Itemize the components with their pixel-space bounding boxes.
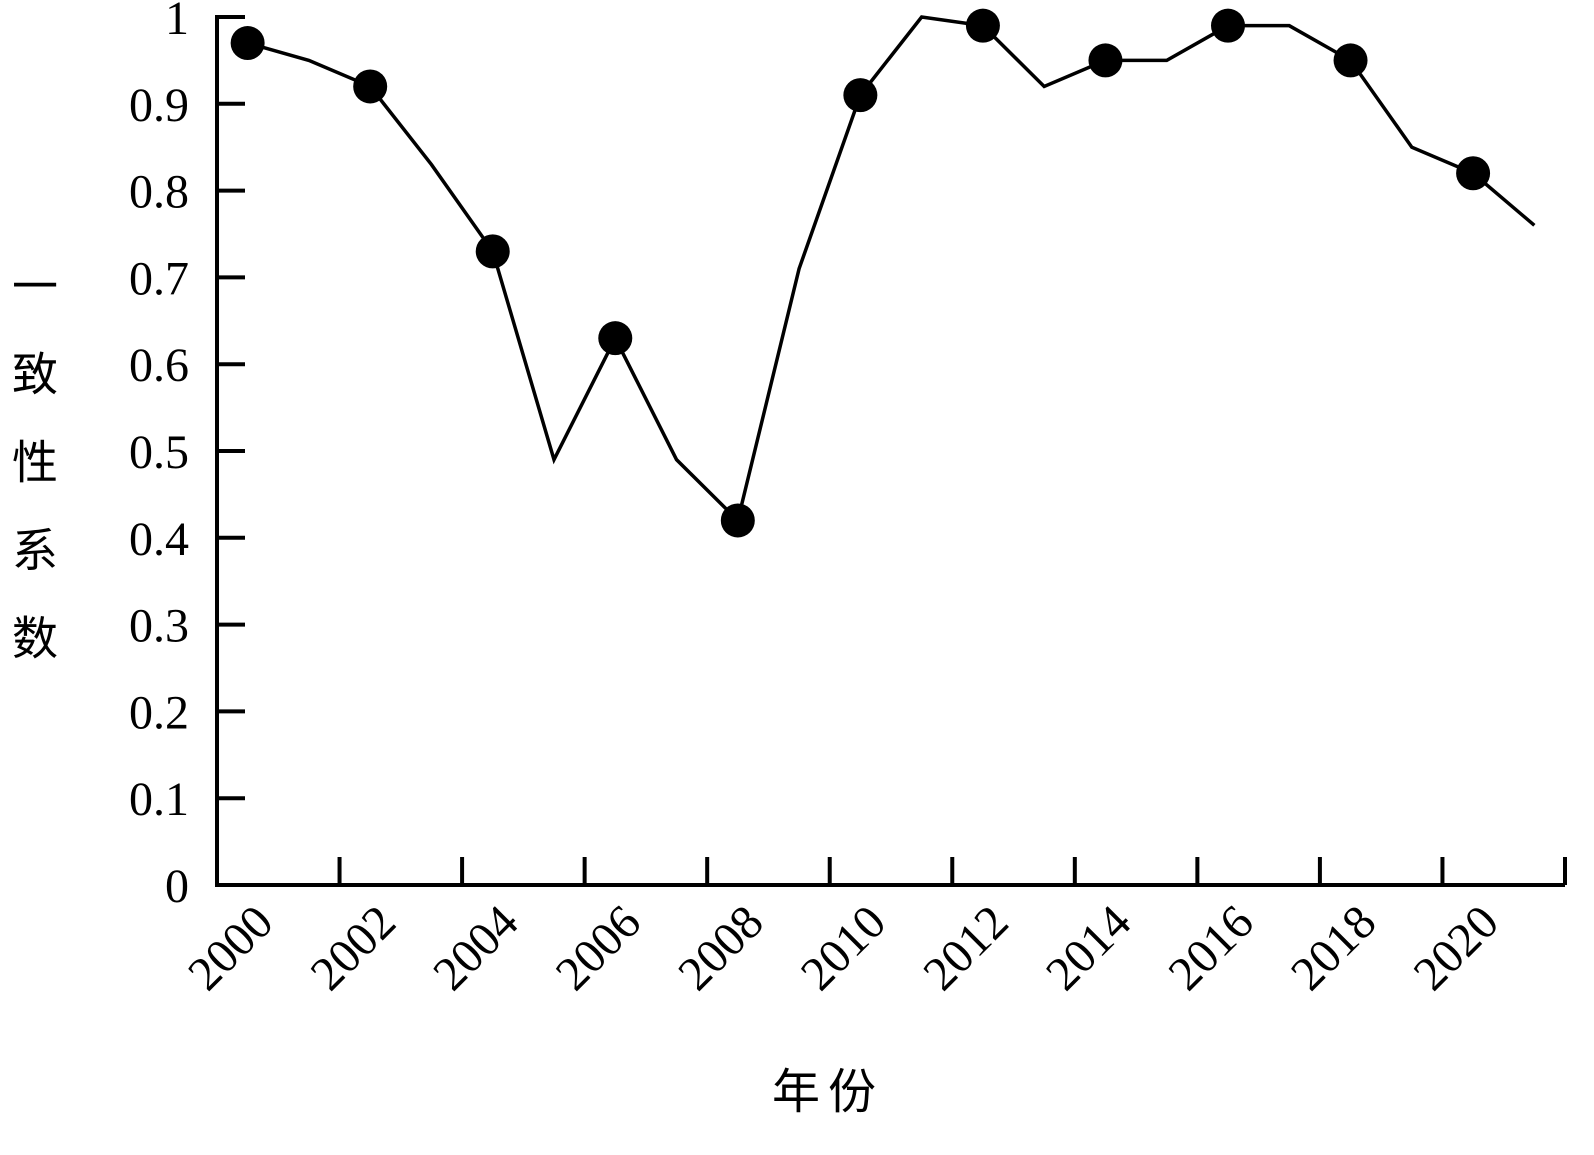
x-tick-label: 2008	[668, 895, 773, 1000]
y-tick-label: 0.9	[129, 79, 189, 132]
y-tick-label: 0.2	[129, 686, 189, 739]
marker	[1333, 43, 1368, 78]
y-tick-label: 0	[165, 860, 189, 913]
x-tick-label: 2018	[1281, 895, 1386, 1000]
marker	[843, 78, 878, 113]
y-axis-label: 一致性系数	[6, 262, 57, 702]
y-tick-label: 0.8	[129, 166, 189, 219]
marker	[1211, 8, 1245, 43]
line	[247, 15, 1536, 524]
x-tick-label: 2002	[301, 895, 406, 1000]
marker	[720, 503, 755, 538]
marker	[1456, 156, 1491, 191]
x-tick-label: 2014	[1036, 895, 1141, 1000]
y-tick-label: 0.5	[129, 426, 189, 479]
x-tick-label: 2020	[1404, 895, 1509, 1000]
x-tick-label: 2016	[1158, 895, 1263, 1000]
marker	[1088, 43, 1123, 78]
x-axis-label: 年份	[772, 1066, 884, 1119]
y-tick-label: 0.4	[129, 513, 189, 566]
marker	[965, 8, 1000, 43]
x-tick-label: 2012	[913, 895, 1018, 1000]
x-tick-label: 2006	[546, 895, 651, 1000]
y-tick-label: 0.6	[129, 339, 189, 392]
x-tick-label: 2004	[423, 895, 528, 1000]
marker	[353, 69, 388, 104]
y-tick-label: 0.7	[129, 252, 189, 305]
marker	[598, 321, 633, 356]
y-tick-label: 1	[165, 0, 189, 45]
y-tick-label: 0.1	[129, 773, 189, 826]
marker	[230, 26, 265, 61]
x-tick-label: 2000	[178, 895, 283, 1000]
marker	[475, 234, 510, 269]
x-tick-label: 2010	[791, 895, 896, 1000]
y-tick-label: 0.3	[129, 600, 189, 653]
